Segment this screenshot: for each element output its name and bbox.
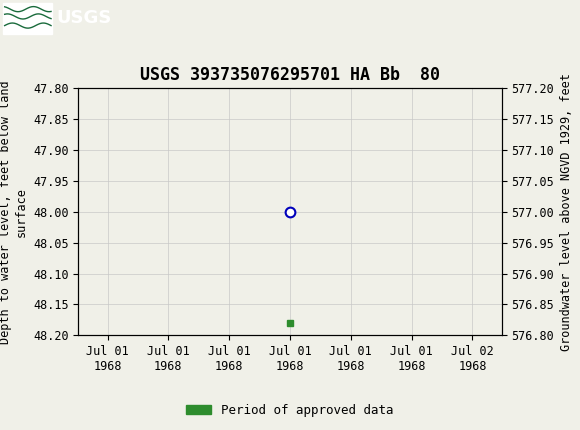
Title: USGS 393735076295701 HA Bb  80: USGS 393735076295701 HA Bb 80 (140, 66, 440, 84)
Text: USGS: USGS (57, 9, 112, 27)
Legend: Period of approved data: Period of approved data (181, 399, 399, 421)
Bar (3, 3, 52, 34)
Y-axis label: Groundwater level above NGVD 1929, feet: Groundwater level above NGVD 1929, feet (560, 73, 572, 351)
Y-axis label: Depth to water level, feet below land
surface: Depth to water level, feet below land su… (0, 80, 27, 344)
